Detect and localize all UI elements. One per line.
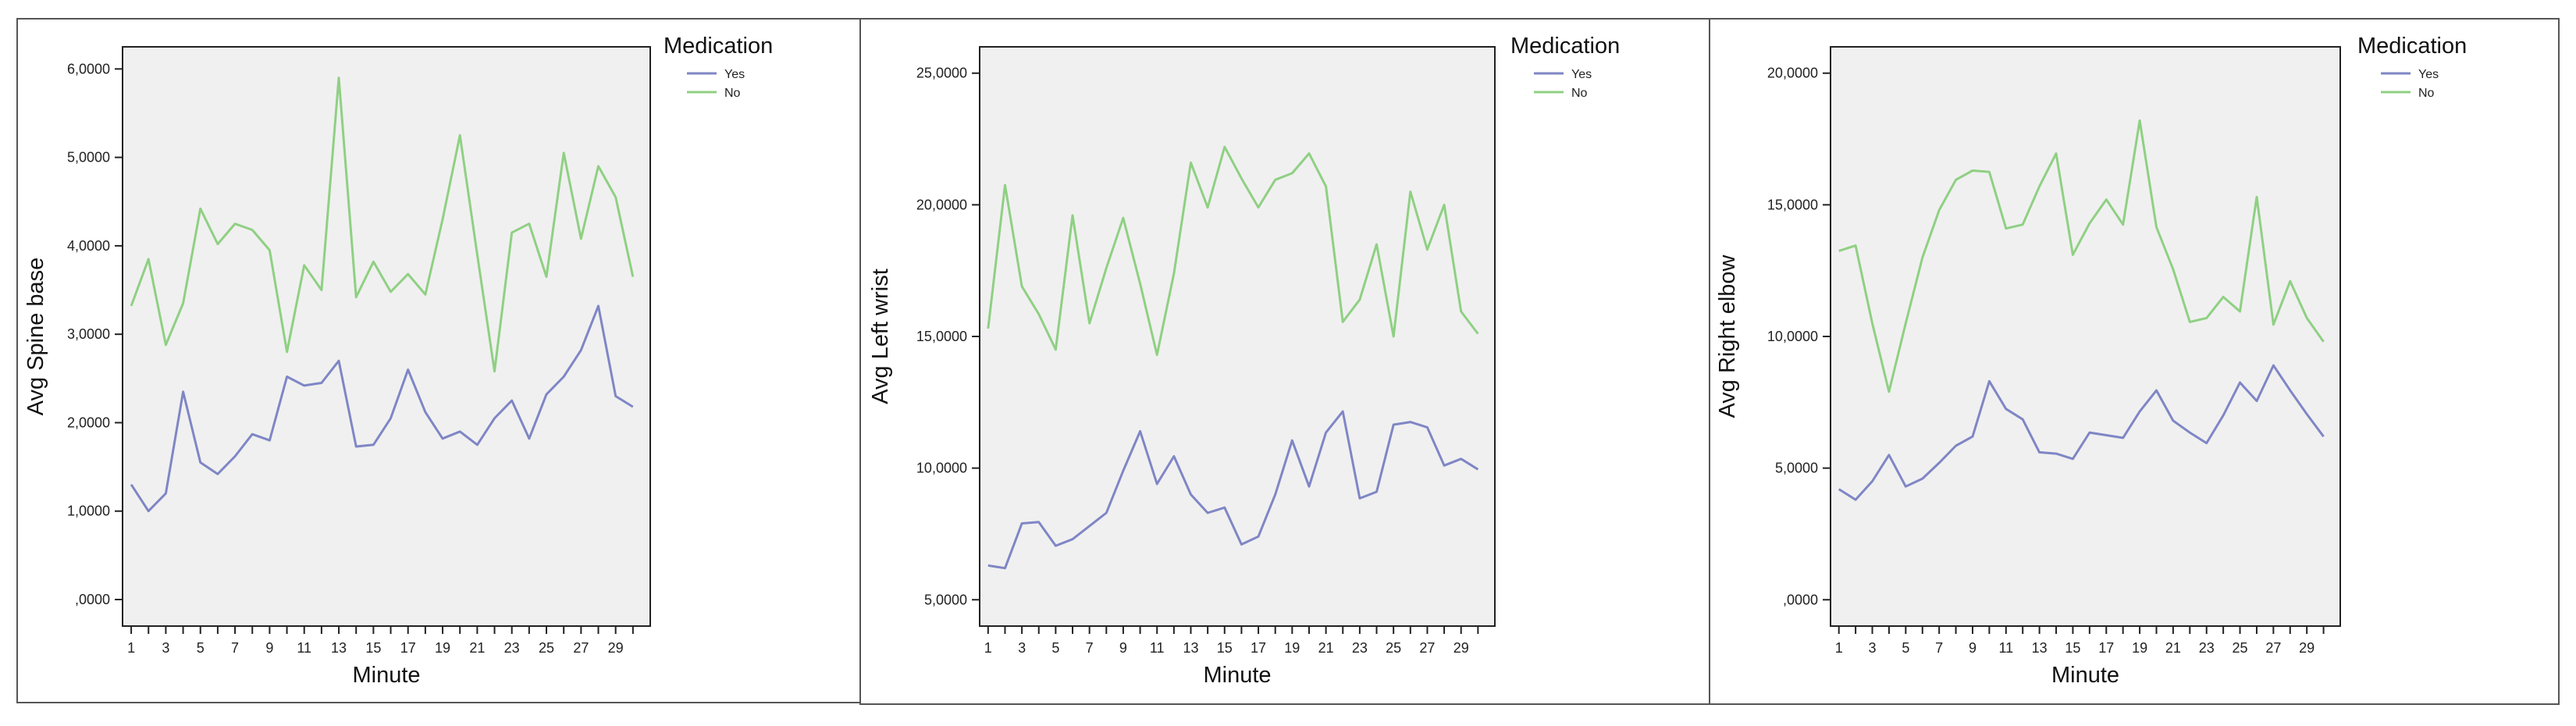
x-tick-label: 3	[162, 640, 169, 656]
x-tick-label: 3	[1018, 640, 1026, 656]
x-tick-label: 11	[1998, 640, 2013, 656]
legend-label: No	[2418, 87, 2435, 100]
plot-area	[122, 46, 651, 627]
x-axis-label: Minute	[352, 663, 420, 688]
x-tick-label: 23	[1352, 640, 1368, 656]
series-line-yes	[130, 304, 634, 513]
x-tick-label: 21	[2165, 640, 2181, 656]
x-tick-label: 27	[1419, 640, 1435, 656]
x-tick-label: 5	[197, 640, 205, 656]
x-tick-label: 19	[1284, 640, 1300, 656]
x-tick-label: 5	[1902, 640, 1909, 656]
x-tick-label: 15	[365, 640, 381, 656]
y-axis-label: Avg Right elbow	[1715, 254, 1740, 418]
x-axis-label: Minute	[2051, 663, 2119, 688]
x-tick-label: 21	[469, 640, 485, 656]
x-tick-label: 17	[400, 640, 416, 656]
x-tick-label: 15	[1217, 640, 1233, 656]
chart-1: ,0000 1,0000 2,0000 3,0000 4,0000 5,0000 6,000…	[16, 18, 861, 703]
y-axis-label: Avg Spine base	[23, 258, 48, 416]
x-tick-label: 5	[1051, 640, 1059, 656]
y-tick-label: 5,0000	[67, 150, 110, 165]
y-tick-label: 5,0000	[924, 592, 967, 607]
legend-label: Yes	[1571, 68, 1592, 81]
x-tick-label: 17	[1251, 640, 1266, 656]
x-tick-label: 25	[539, 640, 554, 656]
x-tick-label: 3	[1869, 640, 1877, 656]
x-tick-label: 25	[1386, 640, 1401, 656]
legend-label: No	[1571, 87, 1588, 100]
x-tick-label: 27	[573, 640, 589, 656]
series-line-no	[1838, 119, 2325, 393]
series-line-yes	[1838, 364, 2325, 501]
y-tick-label: 2,0000	[67, 415, 110, 430]
x-tick-label: 25	[2233, 640, 2248, 656]
x-tick-label: 23	[2199, 640, 2215, 656]
legend-title: Medication	[2357, 34, 2467, 59]
x-tick-label: 1	[127, 640, 135, 656]
y-tick-label: 3,0000	[67, 326, 110, 342]
x-tick-label: 7	[231, 640, 239, 656]
plot-area	[979, 46, 1496, 627]
x-tick-label: 19	[435, 640, 450, 656]
x-tick-label: 9	[265, 640, 273, 656]
legend-label: Yes	[2418, 68, 2439, 81]
x-tick-label: 13	[1183, 640, 1198, 656]
x-tick-label: 21	[1318, 640, 1334, 656]
x-axis-label: Minute	[1203, 663, 1271, 688]
x-tick-label: 29	[1453, 640, 1469, 656]
x-tick-label: 13	[2032, 640, 2048, 656]
series-line-yes	[987, 410, 1479, 570]
series-line-no	[130, 77, 635, 373]
y-tick-label: 25,0000	[916, 66, 967, 81]
plot-area	[1830, 46, 2341, 627]
y-tick-label: 20,0000	[916, 197, 967, 212]
x-tick-label: 1	[1835, 640, 1843, 656]
y-tick-label: ,0000	[1783, 592, 1818, 607]
legend-title: Medication	[664, 34, 773, 59]
y-tick-label: ,0000	[75, 592, 110, 607]
x-tick-label: 7	[1086, 640, 1094, 656]
x-tick-label: 19	[2132, 640, 2147, 656]
legend-title: Medication	[1510, 34, 1620, 59]
y-tick-label: 15,0000	[1767, 197, 1818, 212]
x-tick-label: 13	[331, 640, 347, 656]
x-tick-label: 1	[984, 640, 992, 656]
y-tick-label: 5,0000	[1775, 461, 1818, 476]
y-tick-label: 1,0000	[67, 504, 110, 519]
y-tick-label: 10,0000	[916, 461, 967, 476]
y-axis-label: Avg Left wrist	[868, 269, 893, 404]
x-tick-label: 15	[2065, 640, 2080, 656]
y-tick-label: 6,0000	[67, 61, 110, 77]
x-tick-label: 11	[297, 640, 311, 656]
x-tick-label: 29	[608, 640, 624, 656]
y-tick-label: 10,0000	[1767, 329, 1818, 344]
y-tick-label: 15,0000	[916, 329, 967, 344]
legend-label: Yes	[724, 68, 745, 81]
y-tick-label: 4,0000	[67, 238, 110, 254]
series-line-no	[987, 145, 1479, 357]
x-tick-label: 9	[1969, 640, 1976, 656]
x-tick-label: 11	[1150, 640, 1165, 656]
y-tick-label: 20,0000	[1767, 66, 1818, 81]
x-tick-label: 23	[504, 640, 520, 656]
legend-label: No	[724, 87, 741, 100]
x-tick-label: 29	[2299, 640, 2314, 656]
x-tick-label: 27	[2265, 640, 2281, 656]
x-tick-label: 7	[1935, 640, 1943, 656]
x-tick-label: 9	[1119, 640, 1127, 656]
x-tick-label: 17	[2098, 640, 2114, 656]
